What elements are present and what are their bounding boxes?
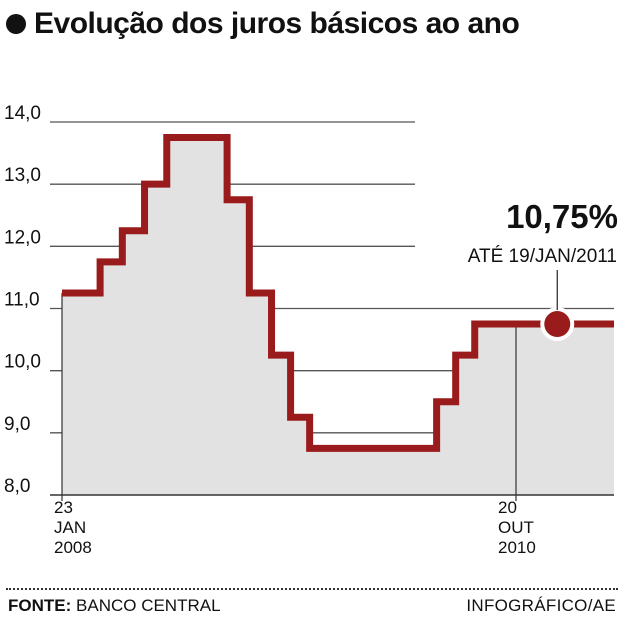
chart-title-row: Evolução dos juros básicos ao ano (6, 4, 520, 44)
y-tick-label: 11,0 (4, 290, 40, 311)
title-bullet-icon (6, 14, 26, 34)
annotation-value: 10,75% (506, 198, 618, 235)
axis-layer (50, 292, 614, 501)
y-tick-label: 13,0 (4, 165, 41, 186)
source-label: FONTE: (8, 596, 72, 615)
x-label-end: 20 OUT 2010 (498, 498, 536, 557)
footer-source: FONTE: BANCO CENTRAL (8, 596, 221, 616)
annotation-date: ATÉ 19/JAN/2011 (468, 246, 617, 267)
footer-credit: INFOGRÁFICO/AE (466, 596, 616, 615)
chart-canvas: 14,0 13,0 12,0 11,0 10,0 9,0 8,0 23 JAN 2008 20 OUT… (4, 103, 618, 557)
y-tick-label: 9,0 (4, 414, 30, 435)
x-label-start: 23 JAN 2008 (54, 498, 92, 557)
y-tick-label: 14,0 (4, 103, 41, 124)
area-layer (62, 137, 614, 495)
y-tick-label: 8,0 (4, 476, 30, 497)
footer-divider (6, 588, 618, 590)
source-value: BANCO CENTRAL (76, 596, 221, 615)
chart-title: Evolução dos juros básicos ao ano (34, 7, 520, 40)
series-line (62, 134, 614, 452)
y-tick-label: 10,0 (4, 352, 41, 373)
area-fill (62, 137, 614, 495)
marker-point (544, 311, 571, 338)
line-layer (62, 134, 614, 452)
label-layer: 14,0 13,0 12,0 11,0 10,0 9,0 8,0 23 JAN 2008 20 OUT… (4, 103, 618, 557)
y-tick-label: 12,0 (4, 227, 41, 248)
